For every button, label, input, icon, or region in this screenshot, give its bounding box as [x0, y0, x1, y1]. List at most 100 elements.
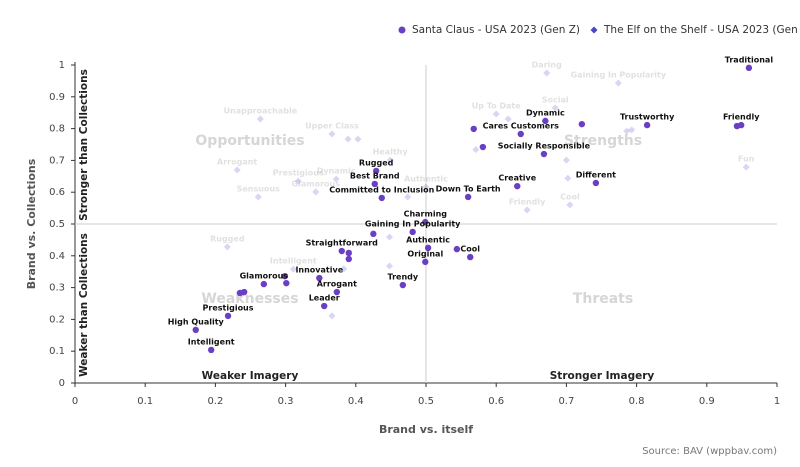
point-label: Authentic — [406, 235, 450, 244]
diamond-marker — [289, 265, 297, 273]
point-label: Dynamic — [317, 167, 356, 176]
x-tick-label: 0.6 — [488, 396, 504, 407]
circle-marker — [283, 279, 290, 287]
x-side-label: Stronger Imagery — [550, 370, 655, 382]
point-label: Prestigious — [273, 169, 324, 178]
circle-marker — [745, 64, 753, 72]
circle-marker — [207, 346, 215, 354]
x-tick-label: 0.1 — [137, 396, 153, 407]
point-label: Prestigious — [203, 303, 254, 312]
diamond-marker — [294, 177, 302, 185]
quadrant-label: Weaknesses — [201, 291, 298, 307]
circle-marker — [542, 117, 549, 125]
diamond-marker — [742, 163, 750, 171]
circle-marker — [737, 121, 745, 129]
diamond-marker — [254, 193, 262, 201]
legend-marker — [590, 26, 598, 34]
point-label: Best Brand — [350, 171, 400, 180]
point-label: Gaining In Popularity — [365, 219, 461, 228]
point-label: Social — [542, 95, 569, 104]
circle-marker — [224, 312, 232, 320]
diamond-marker — [543, 69, 551, 77]
circle-marker — [371, 180, 378, 188]
circle-marker — [464, 193, 472, 201]
point-label: Glamorous — [240, 272, 289, 281]
circle-marker — [281, 272, 289, 280]
diamond-marker — [523, 206, 531, 214]
point-label: Intelligent — [188, 337, 235, 346]
point-label: Leader — [309, 294, 340, 303]
y-tick-label: 0.1 — [49, 346, 65, 357]
point-label: Arrogant — [217, 157, 257, 166]
circle-marker — [643, 121, 651, 129]
diamond-marker — [564, 174, 572, 182]
y-tick-label: 0.2 — [49, 314, 65, 325]
x-tick-label: 0.8 — [629, 396, 645, 407]
point-label: Authentic — [404, 175, 448, 184]
circle-marker — [424, 244, 432, 252]
point-label: Trendy — [388, 273, 419, 282]
point-label: Cool — [560, 192, 580, 201]
x-axis-title: Brand vs. itself — [379, 423, 473, 436]
y-tick-label: 0.4 — [49, 251, 65, 262]
point-label: High Quality — [168, 317, 225, 326]
diamond-marker — [492, 110, 500, 118]
x-tick-label: 0.9 — [699, 396, 715, 407]
diamond-marker — [422, 183, 430, 191]
diamond-marker — [354, 135, 362, 143]
point-label: Rugged — [359, 158, 394, 167]
circle-marker — [338, 247, 345, 255]
point-label: Cares Customers — [483, 122, 560, 131]
point-label: Different — [576, 170, 616, 179]
point-label: Friendly — [723, 113, 760, 122]
point-label: Fun — [738, 155, 755, 164]
circle-marker — [192, 326, 199, 334]
diamond-marker — [628, 126, 636, 134]
circle-marker — [378, 194, 385, 202]
point-label: Down To Earth — [436, 184, 501, 193]
circle-marker — [540, 150, 548, 158]
quadrant-label: Threats — [573, 291, 633, 307]
diamond-marker — [504, 115, 512, 123]
point-label: Friendly — [509, 198, 546, 207]
y-tick-label: 0.9 — [49, 92, 65, 103]
point-label: Up To Date — [472, 101, 522, 110]
circle-marker — [453, 245, 461, 253]
y-side-label: Weaker than Collections — [78, 233, 90, 377]
y-axis-title: Brand vs. Collections — [25, 158, 38, 289]
circle-marker — [517, 130, 524, 138]
diamond-marker — [385, 233, 393, 241]
circle-marker — [422, 258, 429, 266]
diamond-marker — [551, 104, 559, 112]
diamond-marker — [312, 188, 320, 196]
point-label: Cool — [460, 245, 480, 254]
point-label: Rugged — [210, 234, 245, 243]
legend-label: The Elf on the Shelf - USA 2023 (Gen Z) — [603, 24, 800, 36]
legend-marker — [398, 26, 406, 34]
circle-marker — [470, 125, 477, 133]
point-label: Upper Class — [305, 122, 359, 131]
circle-marker — [321, 302, 328, 310]
diamond-marker — [385, 262, 393, 270]
point-label: Trustworthy — [620, 113, 675, 122]
point-label: Gaining In Popularity — [571, 71, 667, 80]
point-label: Innovative — [295, 266, 343, 275]
circle-marker — [260, 280, 268, 288]
point-label: Healthy — [373, 148, 409, 157]
x-tick-label: 0.7 — [558, 396, 574, 407]
circle-marker — [479, 143, 487, 151]
point-label: Committed to Inclusion — [329, 185, 434, 194]
diamond-marker — [386, 156, 394, 164]
circle-marker — [399, 281, 407, 289]
circle-marker — [592, 179, 600, 187]
diamond-marker — [233, 166, 241, 174]
point-label: Creative — [498, 174, 536, 183]
x-tick-label: 0.2 — [207, 396, 223, 407]
diamond-marker — [340, 265, 348, 273]
y-side-label: Stronger than Collections — [78, 69, 90, 221]
diamond-marker — [623, 127, 631, 135]
diamond-marker — [328, 130, 336, 138]
diamond-marker — [344, 135, 352, 143]
x-side-label: Weaker Imagery — [202, 370, 299, 382]
